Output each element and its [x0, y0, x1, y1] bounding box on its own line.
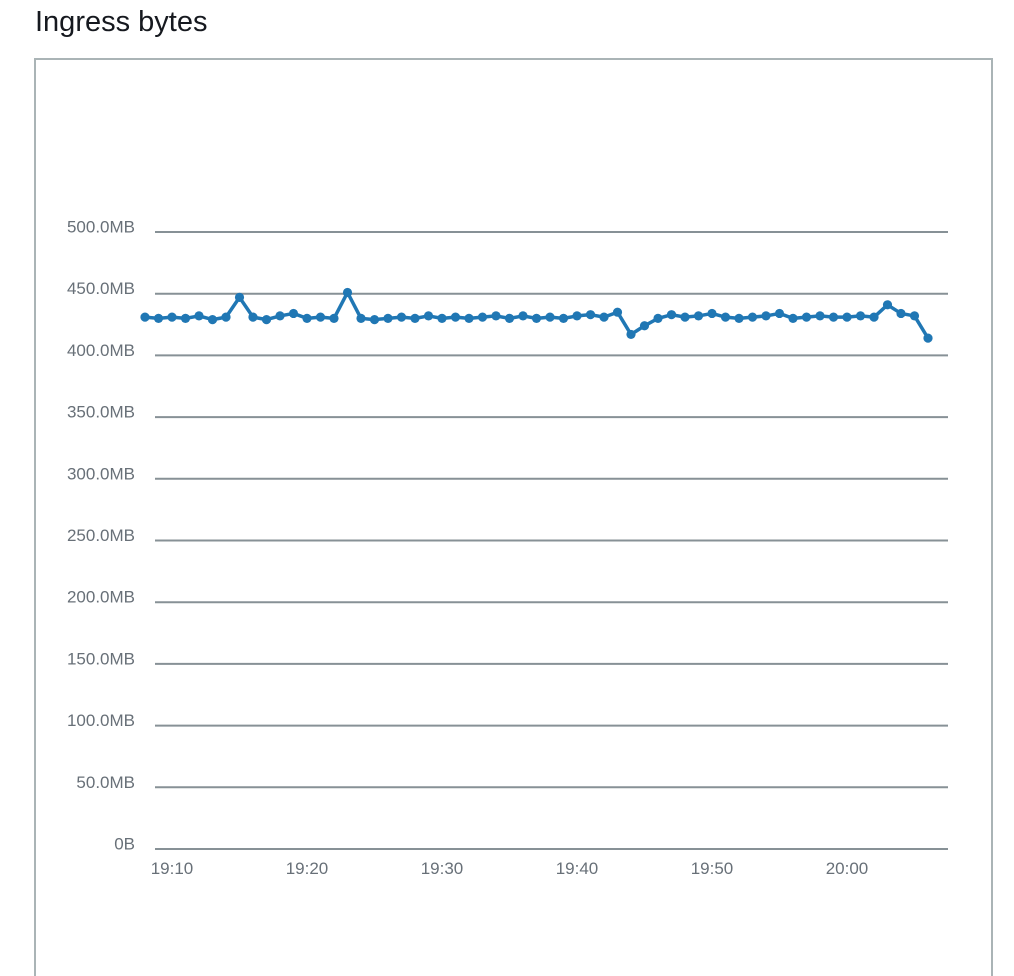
- x-axis-tick-labels: 19:10 19:20 19:30 19:40 19:50 20:00: [151, 859, 869, 878]
- y-axis-tick-labels: 0B 50.0MB 100.0MB 150.0MB 200.0MB 250.0MB 300.…: [67, 218, 135, 854]
- data-point[interactable]: [788, 313, 798, 323]
- data-point[interactable]: [558, 313, 569, 323]
- data-point[interactable]: [140, 312, 150, 322]
- y-tick-label: 250.0MB: [67, 526, 135, 545]
- data-point[interactable]: [923, 333, 933, 343]
- data-point[interactable]: [774, 308, 785, 319]
- data-point[interactable]: [194, 311, 204, 321]
- data-point[interactable]: [734, 313, 744, 323]
- data-point[interactable]: [869, 312, 879, 322]
- data-point[interactable]: [842, 312, 852, 322]
- data-point[interactable]: [707, 308, 717, 319]
- data-point[interactable]: [356, 313, 366, 323]
- chart-panel: [34, 58, 993, 976]
- x-tick-label: 19:20: [286, 859, 329, 878]
- x-tick-label: 19:10: [151, 859, 194, 878]
- data-point[interactable]: [815, 311, 825, 321]
- data-point[interactable]: [450, 312, 461, 322]
- data-point[interactable]: [693, 311, 704, 321]
- y-tick-label: 150.0MB: [67, 649, 135, 668]
- data-point[interactable]: [437, 313, 447, 323]
- data-point[interactable]: [153, 313, 164, 323]
- data-point[interactable]: [653, 313, 663, 323]
- y-tick-label: 400.0MB: [67, 341, 135, 360]
- data-point[interactable]: [882, 300, 893, 310]
- x-tick-label: 19:30: [421, 859, 464, 878]
- data-point[interactable]: [531, 313, 542, 323]
- data-point[interactable]: [477, 312, 488, 322]
- data-point[interactable]: [720, 312, 731, 322]
- y-tick-label: 350.0MB: [67, 403, 135, 422]
- data-point[interactable]: [545, 312, 555, 322]
- data-point[interactable]: [275, 311, 285, 321]
- data-point[interactable]: [329, 313, 339, 323]
- data-point[interactable]: [896, 308, 906, 319]
- data-point[interactable]: [383, 313, 393, 323]
- data-point[interactable]: [612, 307, 623, 317]
- data-point[interactable]: [518, 311, 528, 321]
- data-point[interactable]: [221, 312, 231, 322]
- data-point[interactable]: [315, 312, 326, 322]
- data-point[interactable]: [909, 311, 920, 321]
- y-tick-label: 300.0MB: [67, 464, 135, 483]
- data-point[interactable]: [180, 313, 191, 323]
- data-point[interactable]: [167, 312, 177, 322]
- y-tick-label: 450.0MB: [67, 279, 135, 298]
- data-series-ingress-bytes: [140, 287, 933, 343]
- data-point[interactable]: [396, 312, 407, 322]
- data-point[interactable]: [599, 312, 609, 322]
- x-tick-label: 20:00: [826, 859, 869, 878]
- data-point[interactable]: [410, 313, 420, 323]
- data-point[interactable]: [423, 311, 434, 321]
- data-point[interactable]: [747, 312, 758, 322]
- data-point[interactable]: [261, 315, 272, 325]
- data-point[interactable]: [639, 321, 650, 331]
- data-point[interactable]: [572, 311, 582, 321]
- data-point[interactable]: [855, 311, 866, 321]
- data-point[interactable]: [302, 313, 312, 323]
- data-point[interactable]: [342, 287, 353, 298]
- data-point[interactable]: [585, 310, 596, 320]
- data-point[interactable]: [761, 311, 771, 321]
- page-title: Ingress bytes: [35, 6, 208, 38]
- data-point[interactable]: [234, 292, 245, 303]
- y-tick-label: 500.0MB: [67, 218, 135, 237]
- gridlines: [155, 231, 948, 850]
- data-point[interactable]: [801, 312, 812, 322]
- y-tick-label: 50.0MB: [76, 773, 135, 792]
- y-tick-label: 0B: [114, 835, 135, 854]
- data-point[interactable]: [626, 329, 636, 340]
- x-tick-label: 19:50: [691, 859, 734, 878]
- data-point[interactable]: [680, 312, 690, 322]
- data-point[interactable]: [491, 311, 501, 321]
- data-point[interactable]: [369, 315, 380, 325]
- data-point[interactable]: [248, 312, 258, 322]
- data-point[interactable]: [207, 315, 218, 325]
- data-point[interactable]: [828, 312, 839, 322]
- y-tick-label: 200.0MB: [67, 588, 135, 607]
- data-point[interactable]: [666, 310, 677, 320]
- data-point[interactable]: [504, 313, 515, 323]
- y-tick-label: 100.0MB: [67, 711, 135, 730]
- data-point[interactable]: [464, 313, 474, 323]
- x-tick-label: 19:40: [556, 859, 599, 878]
- data-point[interactable]: [288, 308, 299, 319]
